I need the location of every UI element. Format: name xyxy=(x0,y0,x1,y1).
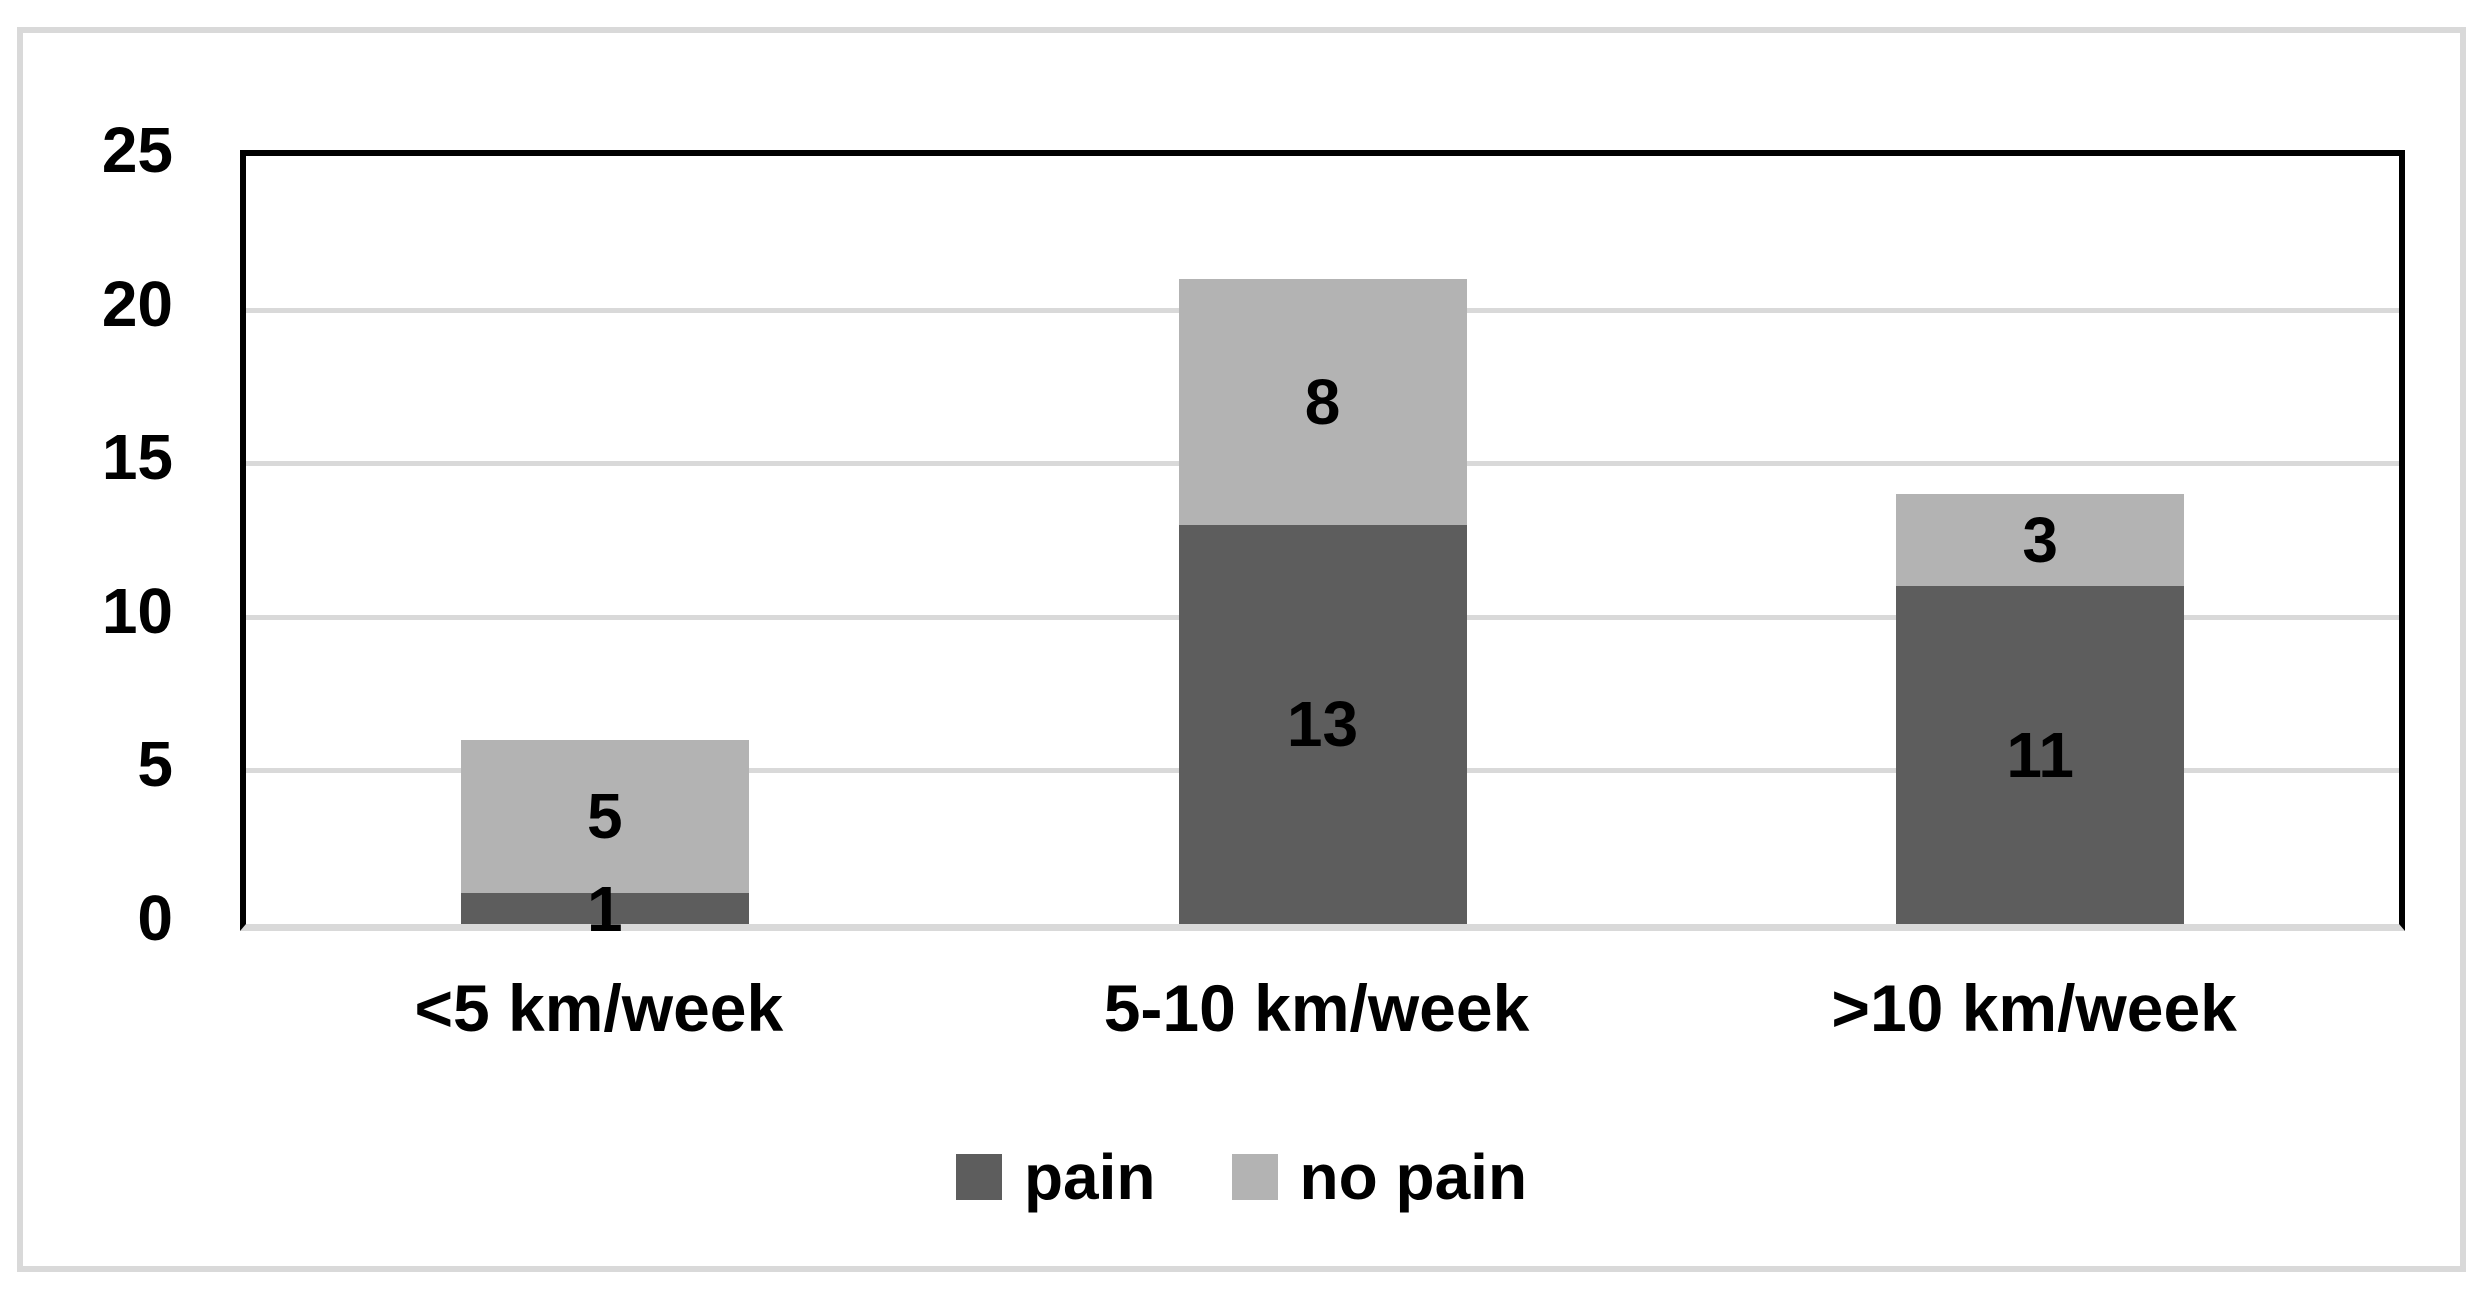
x-category-label-1: <5 km/week xyxy=(414,971,784,1045)
bar->10 km/week: 3 11 xyxy=(1896,493,2185,924)
y-tick-label-25: 25 xyxy=(101,114,173,186)
bar-segment-no-pain-<5 km/week: 5 xyxy=(460,739,749,894)
y-tick-label-10: 10 xyxy=(101,574,173,647)
bar-segment-pain-5-10 km/week: 13 xyxy=(1178,524,1467,924)
legend-item-no-pain: no pain xyxy=(1231,1141,1528,1213)
y-tick-label-20: 20 xyxy=(101,267,173,340)
x-category-label-3: >10 km/week xyxy=(1831,971,2237,1045)
bar-segment-pain-<5 km/week: 1 xyxy=(460,877,749,941)
bar-<5 km/week: 51 xyxy=(460,739,749,941)
data-label: 5 xyxy=(587,780,623,853)
data-label: 1 xyxy=(587,872,623,945)
data-label: 11 xyxy=(2006,719,2074,792)
y-tick-label-5: 5 xyxy=(137,728,173,801)
legend-label: pain xyxy=(1023,1141,1156,1213)
legend: pain no pain xyxy=(23,1145,2460,1209)
data-label: 8 xyxy=(1304,365,1341,438)
legend-label: no pain xyxy=(1299,1141,1528,1213)
bar-5-10 km/week: 8 13 xyxy=(1178,278,1467,924)
legend-swatch-icon xyxy=(1231,1154,1278,1200)
x-category-label-2: 5-10 km/week xyxy=(1103,971,1530,1045)
legend-item-pain: pain xyxy=(955,1141,1156,1213)
bar-segment-pain->10 km/week: 11 xyxy=(1896,586,2185,924)
legend-swatch-icon xyxy=(955,1154,1002,1200)
plot-area: 5 1 8 13 3 11 xyxy=(240,150,2405,941)
y-tick-label-15: 15 xyxy=(101,421,173,494)
data-label: 3 xyxy=(2022,504,2058,577)
bar-segment-no-pain-5-10 km/week: 8 xyxy=(1178,278,1467,525)
data-label: 13 xyxy=(1286,688,1359,761)
bar-segment-no-pain->10 km/week: 3 xyxy=(1896,493,2185,587)
chart-frame: 5 1 8 13 3 11 0 5 10 15 20 25 <5 km/week 5-10 km/we… xyxy=(17,27,2466,1272)
y-tick-label-0: 0 xyxy=(137,882,173,954)
